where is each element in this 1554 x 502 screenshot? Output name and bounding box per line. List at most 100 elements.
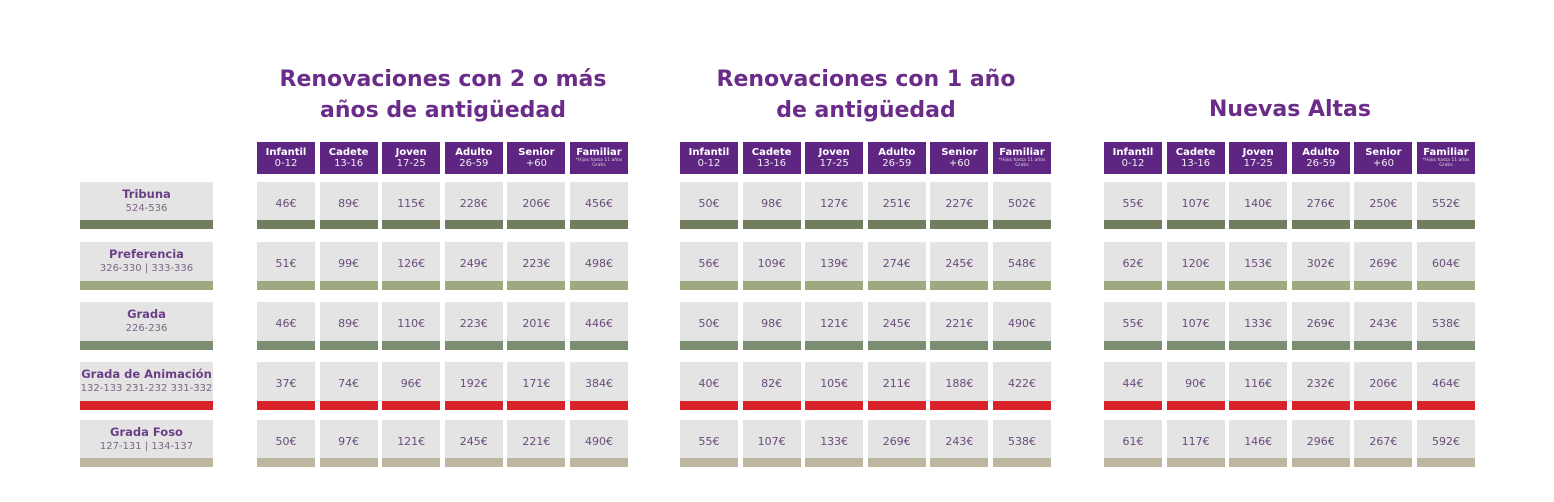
category-header: Adulto 26-59 [444, 142, 503, 174]
price-value: 50€ [698, 197, 720, 210]
price-cell: 552€ [1417, 182, 1475, 229]
category-range: +60 [525, 158, 547, 169]
price-value: 46€ [275, 197, 297, 210]
category-header: Joven 17-25 [382, 142, 441, 174]
price-cell: 97€ [319, 420, 378, 467]
price-value: 115€ [397, 197, 426, 210]
price-cell: 56€ [680, 242, 738, 290]
zone-color-bar [930, 341, 989, 350]
price-value: 592€ [1432, 435, 1460, 448]
price-value: 296€ [1306, 435, 1335, 448]
zone-color-bar [742, 401, 801, 410]
section-title-line1: Nuevas Altas [1209, 97, 1371, 122]
price-cell: 274€ [867, 242, 926, 290]
section-title-line1: Renovaciones con 2 o más [279, 67, 607, 92]
category-name: Familiar [1423, 147, 1469, 158]
price-value: 227€ [945, 197, 974, 210]
zone-name: Grada [127, 307, 166, 321]
zone-color-bar [570, 341, 628, 350]
price-value: 249€ [459, 257, 488, 270]
zone-color-bar [507, 341, 566, 350]
zone-color-bar [382, 281, 441, 290]
zone-color-bar [680, 458, 738, 467]
zone-label: Grada Foso 127-131 | 134-137 [80, 420, 213, 467]
price-cell: 302€ [1291, 242, 1350, 290]
zone-color-bar [742, 458, 801, 467]
category-range: +60 [1372, 158, 1394, 169]
price-value: 56€ [698, 257, 720, 270]
zone-color-bar [867, 458, 926, 467]
price-value: 243€ [1369, 317, 1398, 330]
category-name: Adulto [455, 147, 493, 158]
price-value: 46€ [275, 317, 297, 330]
zone-color-bar [319, 401, 378, 410]
price-value: 120€ [1181, 257, 1210, 270]
price-value: 140€ [1244, 197, 1273, 210]
price-cell: 50€ [257, 420, 315, 467]
price-cell: 121€ [805, 302, 864, 350]
category-name: Familiar [999, 147, 1045, 158]
price-cell: 548€ [993, 242, 1051, 290]
zone-color-bar [993, 458, 1051, 467]
zone-color-bar [1291, 281, 1350, 290]
price-value: 117€ [1181, 435, 1210, 448]
category-range: *Hijos hasta 11 años Gratis [1422, 158, 1470, 168]
zone-color-bar [382, 220, 441, 229]
category-name: Cadete [328, 147, 369, 158]
zone-color-bar [1291, 341, 1350, 350]
price-value: 44€ [1122, 377, 1144, 390]
price-cell: 296€ [1291, 420, 1350, 467]
category-header: Adulto 26-59 [1291, 142, 1350, 174]
category-name: Joven [818, 147, 850, 158]
price-value: 201€ [522, 317, 551, 330]
category-header: Infantil 0-12 [680, 142, 738, 174]
price-value: 116€ [1244, 377, 1273, 390]
price-value: 245€ [945, 257, 974, 270]
price-value: 55€ [1122, 317, 1144, 330]
price-value: 302€ [1306, 257, 1335, 270]
price-cell: 46€ [257, 302, 315, 350]
price-value: 99€ [338, 257, 360, 270]
price-cell: 96€ [382, 362, 441, 410]
category-header: Joven 17-25 [1229, 142, 1288, 174]
category-header: Familiar *Hijos hasta 11 años Gratis [1417, 142, 1475, 174]
zone-color-bar [319, 341, 378, 350]
category-header: Cadete 13-16 [742, 142, 801, 174]
price-value: 146€ [1244, 435, 1273, 448]
price-cell: 592€ [1417, 420, 1475, 467]
zone-color-bar [1166, 341, 1225, 350]
zone-color-bar [319, 281, 378, 290]
price-cell: 115€ [382, 182, 441, 229]
price-cell: 228€ [444, 182, 503, 229]
price-cell: 51€ [257, 242, 315, 290]
zone-color-bar [867, 341, 926, 350]
zone-color-bar [382, 401, 441, 410]
price-cell: 243€ [930, 420, 989, 467]
zone-color-bar [867, 281, 926, 290]
price-value: 89€ [338, 197, 360, 210]
price-cell: 89€ [319, 302, 378, 350]
price-cell: 139€ [805, 242, 864, 290]
category-name: Senior [1365, 147, 1402, 158]
price-cell: 192€ [444, 362, 503, 410]
price-cell: 232€ [1291, 362, 1350, 410]
zone-name: Grada de Animación [81, 367, 212, 381]
zone-color-bar [1417, 220, 1475, 229]
zone-seats: 326-330 | 333-336 [99, 263, 194, 274]
price-cell: 422€ [993, 362, 1051, 410]
price-value: 192€ [459, 377, 488, 390]
zone-color-bar [257, 458, 315, 467]
price-cell: 133€ [1229, 302, 1288, 350]
price-cell: 464€ [1417, 362, 1475, 410]
price-value: 251€ [882, 197, 911, 210]
section-title-line2: años de antigüedad [320, 98, 566, 123]
price-cell: 276€ [1291, 182, 1350, 229]
zone-label: Tribuna 524-536 [80, 182, 213, 229]
zone-color-bar [1229, 220, 1288, 229]
zone-color-bar [80, 220, 213, 229]
price-value: 50€ [698, 317, 720, 330]
zone-color-bar [570, 281, 628, 290]
price-cell: 227€ [930, 182, 989, 229]
price-value: 269€ [1369, 257, 1398, 270]
category-header: Senior +60 [930, 142, 989, 174]
